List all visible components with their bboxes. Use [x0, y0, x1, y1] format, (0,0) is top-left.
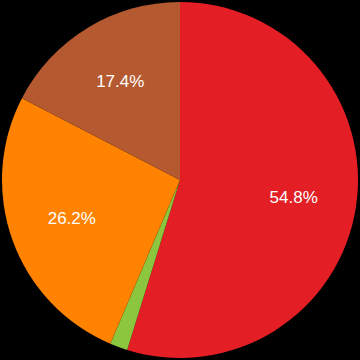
pie — [2, 2, 358, 358]
data-label: 54.8% — [270, 188, 318, 207]
pie-slice — [22, 2, 180, 180]
data-label: 17.4% — [96, 72, 144, 91]
data-label: 26.2% — [48, 209, 96, 228]
data-labels: 54.8% 26.2% 17.4% — [48, 72, 318, 228]
chart: 54.8% 26.2% 17.4% — [0, 0, 360, 360]
